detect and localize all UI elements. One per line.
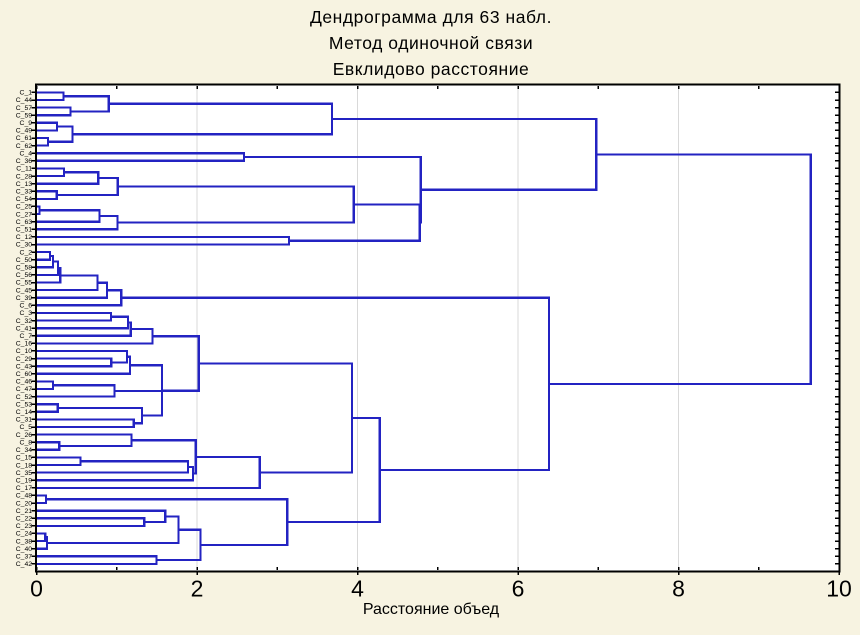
svg-text:C_25: C_25 bbox=[16, 204, 32, 211]
svg-text:C_20: C_20 bbox=[16, 500, 32, 507]
svg-text:C_26: C_26 bbox=[16, 432, 32, 439]
svg-text:C_37: C_37 bbox=[16, 554, 32, 561]
svg-text:C_31: C_31 bbox=[16, 417, 32, 424]
svg-text:C_9: C_9 bbox=[20, 120, 33, 127]
svg-text:C_16: C_16 bbox=[16, 341, 32, 348]
svg-text:C_5: C_5 bbox=[20, 424, 33, 431]
svg-text:C_1: C_1 bbox=[20, 90, 33, 97]
svg-text:C_19: C_19 bbox=[16, 477, 32, 484]
svg-text:C_32: C_32 bbox=[16, 318, 32, 325]
svg-text:C_46: C_46 bbox=[16, 379, 32, 386]
svg-text:C_35: C_35 bbox=[16, 470, 32, 477]
svg-text:C_55: C_55 bbox=[16, 280, 32, 287]
svg-text:C_13: C_13 bbox=[16, 181, 32, 188]
svg-text:C_57: C_57 bbox=[16, 105, 32, 112]
svg-text:6: 6 bbox=[512, 576, 525, 602]
svg-text:C_12: C_12 bbox=[16, 234, 32, 241]
svg-text:C_28: C_28 bbox=[16, 173, 32, 180]
svg-text:C_11: C_11 bbox=[16, 166, 32, 173]
svg-text:C_44: C_44 bbox=[16, 97, 32, 104]
svg-text:C_52: C_52 bbox=[16, 394, 32, 401]
svg-text:C_33: C_33 bbox=[16, 188, 32, 195]
svg-text:C_58: C_58 bbox=[16, 265, 32, 272]
svg-text:C_14: C_14 bbox=[16, 409, 32, 416]
svg-text:C_10: C_10 bbox=[16, 348, 32, 355]
svg-text:C_62: C_62 bbox=[16, 143, 32, 150]
svg-text:C_7: C_7 bbox=[20, 333, 33, 340]
svg-text:8: 8 bbox=[672, 576, 685, 602]
svg-text:C_50: C_50 bbox=[16, 257, 32, 264]
svg-text:C_4: C_4 bbox=[20, 150, 33, 157]
svg-text:C_2: C_2 bbox=[20, 249, 33, 256]
svg-text:C_45: C_45 bbox=[16, 287, 32, 294]
svg-text:C_3: C_3 bbox=[20, 310, 33, 317]
svg-text:C_54: C_54 bbox=[16, 196, 32, 203]
svg-text:4: 4 bbox=[351, 576, 364, 602]
svg-text:Метод одиночной связи: Метод одиночной связи bbox=[329, 33, 533, 53]
svg-text:C_27: C_27 bbox=[16, 211, 32, 218]
svg-text:0: 0 bbox=[30, 576, 43, 602]
svg-text:10: 10 bbox=[826, 576, 852, 602]
svg-text:C_36: C_36 bbox=[16, 158, 32, 165]
svg-text:C_41: C_41 bbox=[16, 325, 32, 332]
svg-text:C_40: C_40 bbox=[16, 546, 32, 553]
svg-text:C_34: C_34 bbox=[16, 447, 32, 454]
svg-text:Евклидово расстояние: Евклидово расстояние bbox=[333, 59, 530, 79]
svg-text:C_51: C_51 bbox=[16, 226, 32, 233]
svg-text:C_29: C_29 bbox=[16, 356, 32, 363]
svg-text:Расстояние объед: Расстояние объед bbox=[363, 601, 500, 618]
svg-text:C_47: C_47 bbox=[16, 386, 32, 393]
svg-text:C_39: C_39 bbox=[16, 295, 32, 302]
svg-text:C_30: C_30 bbox=[16, 242, 32, 249]
svg-text:C_23: C_23 bbox=[16, 523, 32, 530]
svg-text:C_60: C_60 bbox=[16, 371, 32, 378]
svg-text:C_17: C_17 bbox=[16, 485, 32, 492]
svg-text:2: 2 bbox=[191, 576, 204, 602]
svg-text:C_59: C_59 bbox=[16, 112, 32, 119]
svg-text:C_53: C_53 bbox=[16, 401, 32, 408]
svg-text:C_42: C_42 bbox=[16, 561, 32, 568]
svg-text:C_63: C_63 bbox=[16, 219, 32, 226]
svg-text:C_15: C_15 bbox=[16, 455, 32, 462]
svg-text:C_24: C_24 bbox=[16, 531, 32, 538]
svg-text:C_38: C_38 bbox=[16, 538, 32, 545]
svg-text:C_49: C_49 bbox=[16, 128, 32, 135]
svg-text:C_43: C_43 bbox=[16, 363, 32, 370]
svg-text:C_61: C_61 bbox=[16, 135, 32, 142]
svg-text:Дендрограмма для 63 набл.: Дендрограмма для 63 набл. bbox=[310, 7, 552, 27]
svg-text:C_21: C_21 bbox=[16, 508, 32, 515]
svg-text:C_56: C_56 bbox=[16, 272, 32, 279]
svg-text:C_6: C_6 bbox=[20, 303, 33, 310]
svg-text:C_18: C_18 bbox=[16, 462, 32, 469]
svg-text:C_8: C_8 bbox=[20, 439, 33, 446]
svg-text:C_48: C_48 bbox=[16, 493, 32, 500]
svg-text:C_22: C_22 bbox=[16, 515, 32, 522]
